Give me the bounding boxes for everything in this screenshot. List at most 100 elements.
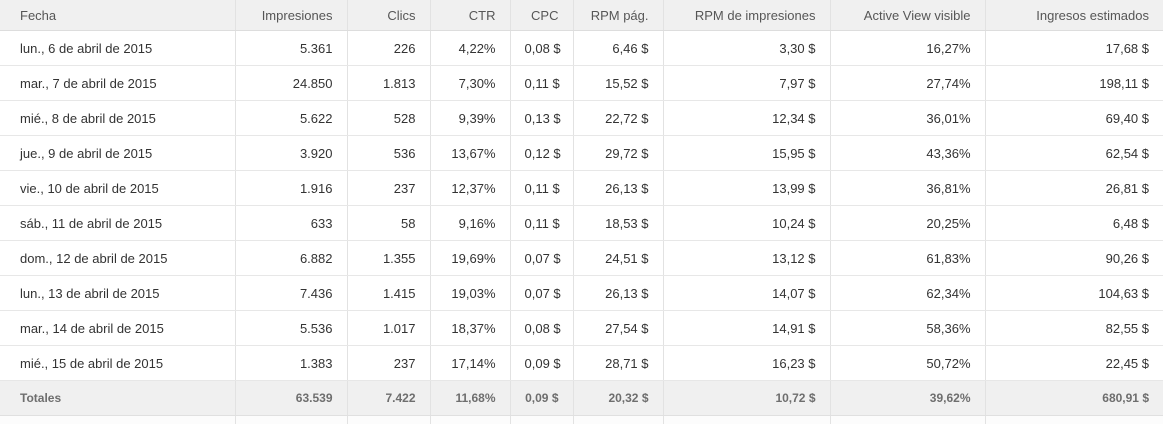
cell-active_view: 20,25%: [830, 206, 985, 241]
cell-ingresos: 26,81 $: [985, 171, 1163, 206]
totals-cell-ingresos: 680,91 $: [985, 381, 1163, 416]
cell-ctr: 13,67%: [430, 136, 510, 171]
cell-ingresos: 22,45 $: [985, 346, 1163, 381]
cell-clics: 528: [347, 101, 430, 136]
cell-rpm_impresiones: 14,07 $: [663, 276, 830, 311]
cell-impresiones: 1.383: [235, 346, 347, 381]
cell-fecha: mié., 8 de abril de 2015: [0, 101, 235, 136]
cell-ingresos: 82,55 $: [985, 311, 1163, 346]
cell-fecha: lun., 13 de abril de 2015: [0, 276, 235, 311]
cell-ingresos: 62,54 $: [985, 136, 1163, 171]
cell-rpm_pag: 22,72 $: [573, 101, 663, 136]
cell-fecha: mar., 14 de abril de 2015: [0, 311, 235, 346]
cell-active_view: 50,72%: [830, 346, 985, 381]
cell-fecha: jue., 9 de abril de 2015: [0, 136, 235, 171]
column-header-clics[interactable]: Clics: [347, 0, 430, 31]
column-header-rpm_impresiones[interactable]: RPM de impresiones: [663, 0, 830, 31]
cell-active_view: 36,01%: [830, 101, 985, 136]
cell-impresiones: 633: [235, 206, 347, 241]
cell-cpc: 0,11 $: [510, 66, 573, 101]
cell-ctr: 9,16%: [430, 206, 510, 241]
cell-cpc: 0,13 $: [510, 101, 573, 136]
cell-rpm_impresiones: 7,97 $: [663, 66, 830, 101]
cell-rpm_pag: 18,53 $: [573, 206, 663, 241]
sliver-cell: [235, 416, 347, 424]
cell-ingresos: 90,26 $: [985, 241, 1163, 276]
cell-fecha: mar., 7 de abril de 2015: [0, 66, 235, 101]
sliver-cell: [573, 416, 663, 424]
cell-rpm_impresiones: 10,24 $: [663, 206, 830, 241]
sliver-cell: [0, 416, 235, 424]
cell-clics: 226: [347, 31, 430, 66]
cell-rpm_pag: 29,72 $: [573, 136, 663, 171]
cell-rpm_impresiones: 16,23 $: [663, 346, 830, 381]
cell-rpm_impresiones: 12,34 $: [663, 101, 830, 136]
cell-clics: 237: [347, 346, 430, 381]
totals-cell-fecha: Totales: [0, 381, 235, 416]
cell-cpc: 0,11 $: [510, 206, 573, 241]
cell-clics: 1.355: [347, 241, 430, 276]
cell-active_view: 61,83%: [830, 241, 985, 276]
cell-ingresos: 17,68 $: [985, 31, 1163, 66]
column-header-rpm_pag[interactable]: RPM pág.: [573, 0, 663, 31]
cell-ctr: 17,14%: [430, 346, 510, 381]
cell-active_view: 16,27%: [830, 31, 985, 66]
cell-ctr: 12,37%: [430, 171, 510, 206]
cell-rpm_pag: 26,13 $: [573, 276, 663, 311]
cell-rpm_impresiones: 13,12 $: [663, 241, 830, 276]
cell-impresiones: 5.536: [235, 311, 347, 346]
cell-cpc: 0,08 $: [510, 311, 573, 346]
totals-cell-clics: 7.422: [347, 381, 430, 416]
cell-ctr: 7,30%: [430, 66, 510, 101]
column-header-ctr[interactable]: CTR: [430, 0, 510, 31]
sliver-cell: [985, 416, 1163, 424]
next-row-sliver: [0, 416, 1163, 424]
totals-cell-active_view: 39,62%: [830, 381, 985, 416]
cell-rpm_pag: 24,51 $: [573, 241, 663, 276]
cell-fecha: vie., 10 de abril de 2015: [0, 171, 235, 206]
cell-active_view: 58,36%: [830, 311, 985, 346]
cell-clics: 237: [347, 171, 430, 206]
cell-rpm_impresiones: 13,99 $: [663, 171, 830, 206]
totals-cell-cpc: 0,09 $: [510, 381, 573, 416]
cell-active_view: 43,36%: [830, 136, 985, 171]
cell-ingresos: 69,40 $: [985, 101, 1163, 136]
cell-clics: 1.415: [347, 276, 430, 311]
cell-cpc: 0,08 $: [510, 31, 573, 66]
column-header-impresiones[interactable]: Impresiones: [235, 0, 347, 31]
column-header-cpc[interactable]: CPC: [510, 0, 573, 31]
cell-cpc: 0,11 $: [510, 171, 573, 206]
cell-impresiones: 5.622: [235, 101, 347, 136]
cell-impresiones: 3.920: [235, 136, 347, 171]
cell-cpc: 0,07 $: [510, 241, 573, 276]
totals-cell-ctr: 11,68%: [430, 381, 510, 416]
column-header-ingresos[interactable]: Ingresos estimados: [985, 0, 1163, 31]
cell-rpm_pag: 6,46 $: [573, 31, 663, 66]
cell-active_view: 62,34%: [830, 276, 985, 311]
totals-cell-impresiones: 63.539: [235, 381, 347, 416]
cell-ingresos: 6,48 $: [985, 206, 1163, 241]
cell-ingresos: 104,63 $: [985, 276, 1163, 311]
totals-cell-rpm_impresiones: 10,72 $: [663, 381, 830, 416]
cell-clics: 1.017: [347, 311, 430, 346]
cell-fecha: dom., 12 de abril de 2015: [0, 241, 235, 276]
cell-ctr: 19,69%: [430, 241, 510, 276]
cell-rpm_pag: 28,71 $: [573, 346, 663, 381]
cell-cpc: 0,09 $: [510, 346, 573, 381]
cell-clics: 536: [347, 136, 430, 171]
cell-clics: 58: [347, 206, 430, 241]
column-header-fecha[interactable]: Fecha: [0, 0, 235, 31]
column-header-active_view[interactable]: Active View visible: [830, 0, 985, 31]
